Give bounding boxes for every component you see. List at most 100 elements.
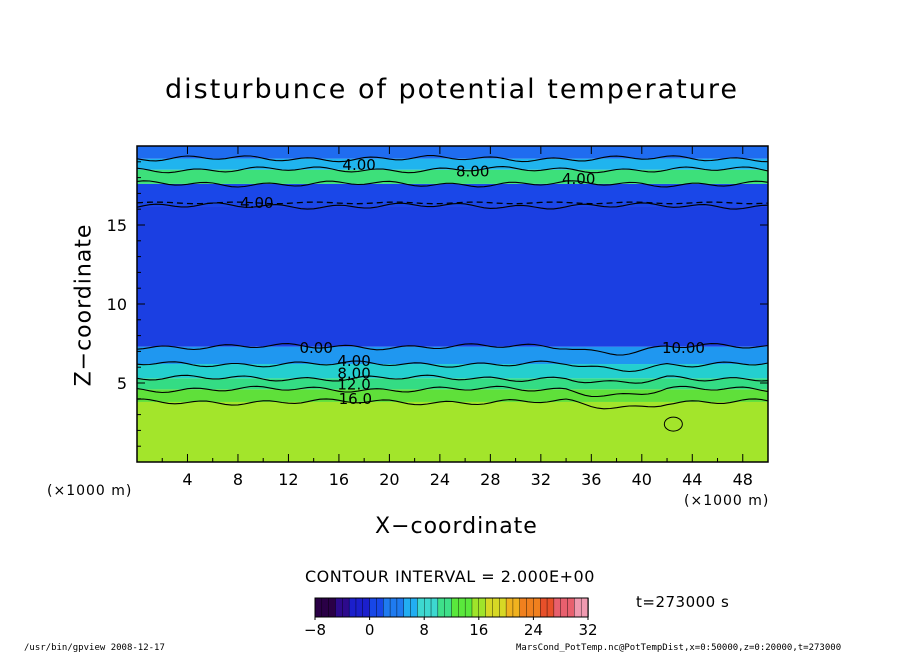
colorbar-tick-label: −8 [304,621,326,639]
colorbar: −8 0 8 16 24 32 [304,597,598,639]
colorbar-tick-label: 32 [578,621,597,639]
colorbar-cell [492,597,500,618]
x-tick-label: 36 [581,470,601,489]
colorbar-cell [417,597,425,618]
contour-line-5 [137,343,768,356]
colorbar-cell [424,597,432,618]
contour-layer-7 [137,169,768,184]
contour-layer-2 [137,378,768,390]
colorbar-cell [574,597,582,618]
colorbar-cell [546,597,555,618]
contour-layer-9 [137,146,768,159]
contour-label: 0.00 [300,339,333,357]
contour-label: 4.00 [337,352,370,370]
footer-left: /usr/bin/gpview 2008-12-17 [24,643,165,653]
colorbar-cell [512,597,521,618]
x-tick-label: 24 [430,470,450,489]
colorbar-cell [383,597,391,618]
x-tick-label: 32 [531,470,551,489]
colorbar-cell [348,597,357,618]
colorbar-cell [328,597,337,618]
colorbar-cell [444,597,453,618]
colorbar-cell [362,597,371,618]
colorbar-frame [314,597,589,618]
contour-lines [137,155,768,432]
colorbar-cell [526,597,535,618]
contour-label: 8.00 [456,162,489,180]
footer-right: MarsCond_PotTemp.nc@PotTempDist,x=0:5000… [516,643,842,653]
contour-label: 12.0 [337,376,370,394]
contour-label: 4.00 [342,156,375,174]
contour-line-8 [137,166,768,174]
contour-closed [663,416,683,432]
chart-title: disturbunce of potential temperature [165,74,739,105]
contour-labels: 4.00 8.00 4.004.000.004.008.0012.016.010.0… [240,156,705,408]
colorbar-cell [403,597,412,618]
contour-layer-4 [137,346,768,365]
colorbar-cell [430,597,439,618]
colorbar-tick-label: 16 [469,621,488,639]
contour-line-dashed [137,201,768,205]
contour-line-3 [137,374,768,384]
colorbar-cell [505,597,514,618]
x-axis-label: X−coordinate [375,514,538,539]
colorbar-tick-label: 24 [524,621,543,639]
contour-layer-1 [137,389,768,402]
contour-line-9 [137,155,768,163]
contour-fills [137,146,768,462]
colorbar-cell [458,597,466,618]
colorbar-cell [567,597,576,618]
colorbar-cell [369,597,378,618]
x-tick-label: 20 [379,470,399,489]
contour-label: 8.00 [337,365,370,383]
colorbar-cell [355,597,364,618]
colorbar-cell [553,597,562,618]
y-tick-label: 5 [117,374,127,393]
x-tick-label: 40 [632,470,652,489]
contour-label: 4.00 [240,194,273,212]
contour-line-1 [137,398,768,410]
x-ticks: 4 8 12 16 20 24 28 32 36 40 44 48 [161,146,753,489]
y-axis-label: Z−coordinate [71,223,97,387]
colorbar-cell [478,597,487,618]
colorbar-cell [560,597,569,618]
colorbar-cell [471,597,480,618]
contour-label: 16.0 [339,390,372,408]
contour-interval-label: CONTOUR INTERVAL = 2.000E+00 [305,567,595,586]
colorbar-cell [389,597,398,618]
colorbar-cell [335,597,344,618]
contour-layer-5 [137,206,768,347]
y-tick-label: 10 [107,295,127,314]
x-unit-label-right: (×1000 m) [684,493,770,509]
colorbar-cell [519,597,528,618]
colorbar-cell [321,597,330,618]
contour-layer-0 [137,401,768,462]
x-tick-label: 44 [682,470,702,489]
contour-layer-3 [137,364,768,379]
x-tick-label: 16 [329,470,349,489]
x-tick-label: 8 [233,470,243,489]
contour-label: 4.00 [562,170,595,188]
colorbar-cell [485,597,494,618]
y-ticks: 5 10 15 [107,161,768,447]
colorbar-tick-label: 0 [365,621,375,639]
colorbar-cell [580,597,589,618]
time-label: t=273000 s [636,593,730,611]
contour-line-4 [137,360,768,373]
colorbar-cell [410,597,419,618]
colorbar-cell [451,597,460,618]
x-tick-label: 12 [278,470,298,489]
colorbar-cell [540,597,548,618]
x-tick-label: 48 [733,470,753,489]
contour-line-7 [137,180,768,188]
colorbar-cell [499,597,507,618]
contour-layer-6 [137,183,768,207]
y-tick-label: 15 [107,216,127,235]
contour-line-6 [137,202,768,210]
colorbar-cell [396,597,405,618]
colorbar-cell [342,597,350,618]
x-tick-label: 4 [182,470,192,489]
colorbar-cell [533,597,541,618]
colorbar-cell [314,597,323,618]
